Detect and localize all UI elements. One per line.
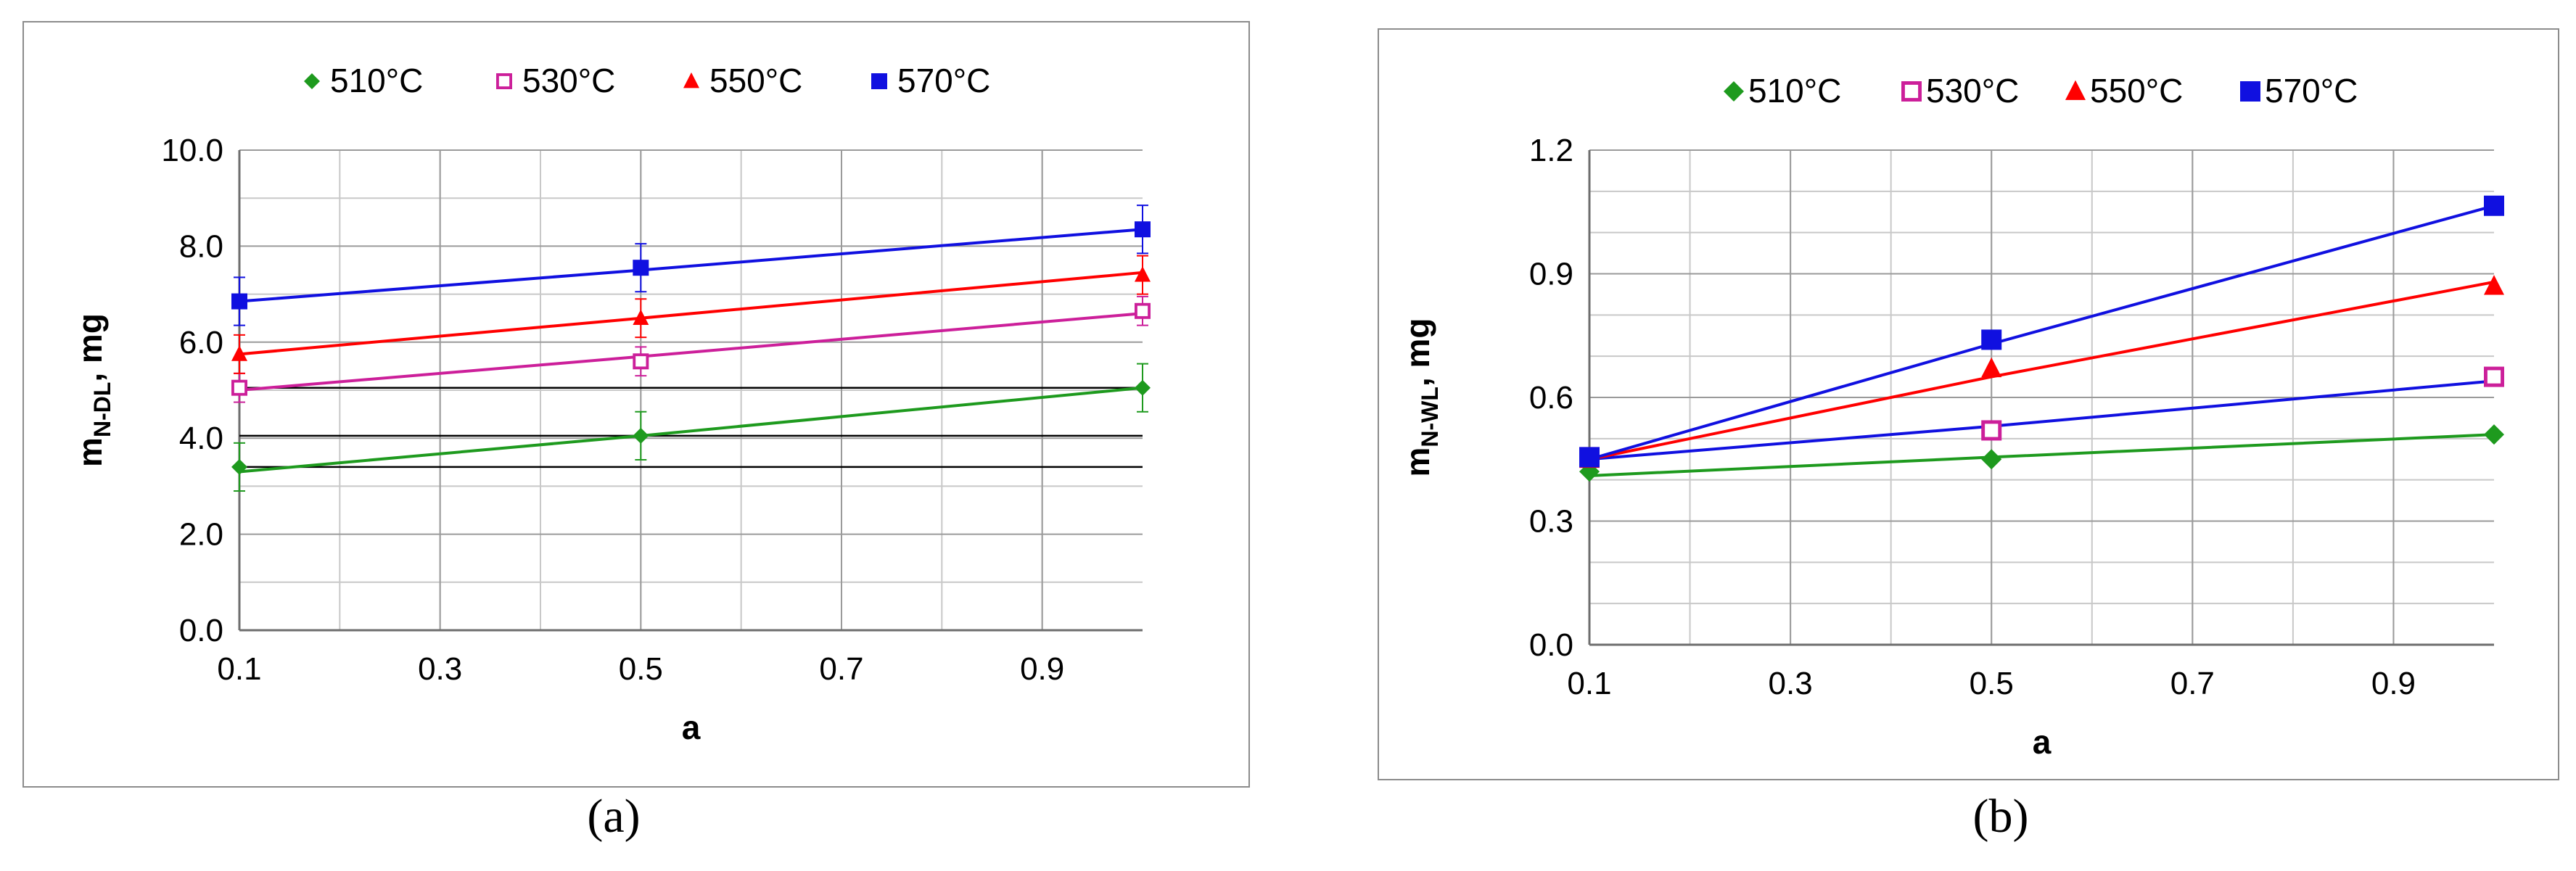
data-point xyxy=(1135,302,1151,319)
y-axis-label-main: m xyxy=(71,437,109,467)
x-axis-label: a xyxy=(2033,723,2052,761)
legend-marker xyxy=(495,73,512,90)
data-point xyxy=(633,353,649,370)
data-point xyxy=(1135,221,1151,238)
x-tick-label: 0.9 xyxy=(1020,651,1064,687)
y-axis-label-subscript: N-WL xyxy=(1417,387,1443,447)
data-point xyxy=(2484,195,2504,216)
y-tick-label: 1.2 xyxy=(1529,133,1573,168)
x-tick-label: 0.5 xyxy=(619,651,663,687)
panel-label-b: (b) xyxy=(1972,790,2029,843)
legend-label: 550°C xyxy=(709,62,802,99)
data-point xyxy=(1981,420,2002,441)
chart-panel-a: 0.0 2.0 4.0 6.0 8.0 10.0 0.1 0.3 0.5 0.7 0.9 a mN-DL… xyxy=(22,21,1250,843)
y-axis-label-subscript: N-DL xyxy=(89,382,115,437)
legend-label: 530°C xyxy=(522,62,615,99)
data-point xyxy=(1981,329,2002,350)
x-tick-label: 0.9 xyxy=(2371,666,2416,701)
x-tick-label: 0.7 xyxy=(2170,666,2215,701)
data-point xyxy=(2484,424,2504,445)
data-point xyxy=(2483,366,2504,387)
chart-panel-b: 0.0 0.3 0.6 0.9 1.2 0.1 0.3 0.5 0.7 0.9 a mN-WL, mg… xyxy=(1288,0,2575,871)
y-axis-label: mN-DL, mg xyxy=(71,313,115,467)
data-point xyxy=(231,345,247,361)
legend-marker xyxy=(683,72,699,88)
x-tick-label: 0.1 xyxy=(217,651,261,687)
y-axis-label-unit: , mg xyxy=(1399,318,1436,387)
legend-marker xyxy=(2065,80,2086,100)
data-point xyxy=(1135,266,1151,282)
data-point xyxy=(633,309,649,326)
data-point xyxy=(633,427,649,444)
y-tick-label: 4.0 xyxy=(179,421,223,456)
y-tick-label: 0.0 xyxy=(179,613,223,648)
data-point xyxy=(1981,357,2002,378)
x-tick-label: 0.5 xyxy=(1970,666,2014,701)
panel-label-a: (a) xyxy=(587,790,641,843)
y-tick-label: 10.0 xyxy=(161,133,223,168)
data-point xyxy=(231,293,247,310)
x-tick-label: 0.1 xyxy=(1567,666,1611,701)
data-point xyxy=(231,379,247,396)
x-tick-label: 0.3 xyxy=(418,651,462,687)
legend-label: 570°C xyxy=(897,62,990,99)
x-axis-label: a xyxy=(682,709,701,746)
chart-b-svg: 0.0 0.3 0.6 0.9 1.2 0.1 0.3 0.5 0.7 0.9 a mN-WL, mg… xyxy=(1378,28,2559,780)
chart-frame xyxy=(1378,28,2559,780)
legend-label: 570°C xyxy=(2265,72,2358,110)
x-tick-label: 0.3 xyxy=(1769,666,1813,701)
legend-marker xyxy=(304,73,320,89)
y-tick-label: 0.9 xyxy=(1529,257,1573,292)
y-axis-label-unit: , mg xyxy=(71,313,109,382)
data-point xyxy=(1135,379,1151,396)
chart-frame xyxy=(22,21,1250,788)
y-tick-label: 0.0 xyxy=(1529,627,1573,663)
legend-marker xyxy=(2240,81,2260,102)
legend-label: 510°C xyxy=(1748,72,1841,110)
y-tick-label: 6.0 xyxy=(179,325,223,360)
y-tick-label: 8.0 xyxy=(179,228,223,264)
legend-label: 530°C xyxy=(1926,72,2019,110)
y-tick-label: 0.6 xyxy=(1529,380,1573,416)
y-axis-label-main: m xyxy=(1399,447,1436,477)
x-tick-label: 0.7 xyxy=(819,651,863,687)
data-point xyxy=(2484,275,2504,295)
data-point xyxy=(1579,447,1600,468)
legend-marker xyxy=(1724,81,1744,102)
legend-label: 550°C xyxy=(2090,72,2183,110)
legend-label: 510°C xyxy=(330,62,423,99)
y-tick-label: 0.3 xyxy=(1529,504,1573,540)
data-point xyxy=(231,458,247,475)
y-axis-label: mN-WL, mg xyxy=(1399,318,1443,477)
data-point xyxy=(633,260,649,276)
y-tick-label: 2.0 xyxy=(179,517,223,553)
chart-a-svg: 0.0 2.0 4.0 6.0 8.0 10.0 0.1 0.3 0.5 0.7 0.9 a mN-DL… xyxy=(22,21,1250,788)
data-point xyxy=(1981,449,2002,470)
legend-marker xyxy=(871,73,887,89)
legend-marker xyxy=(1901,81,1922,102)
